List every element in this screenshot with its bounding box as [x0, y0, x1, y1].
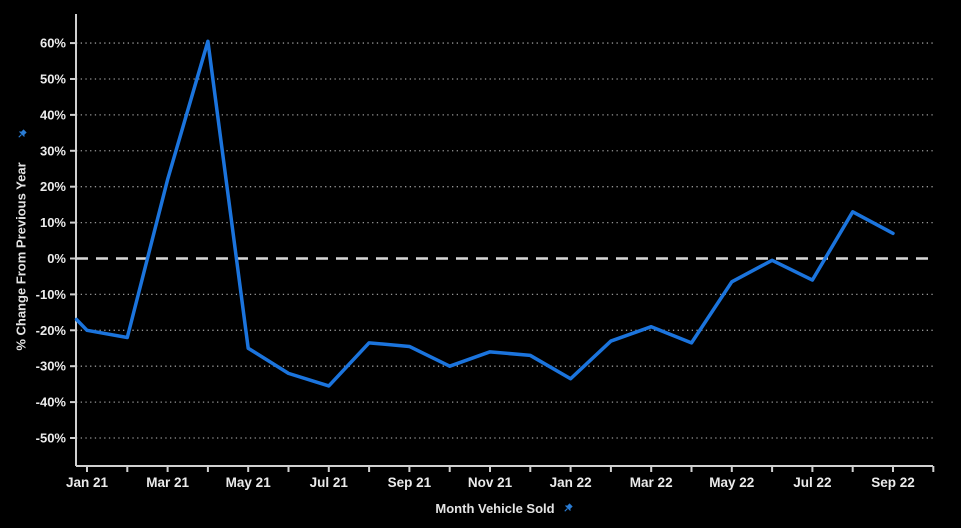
y-tick-label: -20% [36, 323, 67, 338]
x-tick-label: Jul 21 [310, 475, 349, 490]
y-tick-label: 20% [40, 179, 66, 194]
x-tick-label: Jan 21 [66, 475, 109, 490]
x-tick-label: Nov 21 [468, 475, 513, 490]
x-axis-title: Month Vehicle Sold [435, 500, 555, 516]
y-tick-label: -50% [36, 430, 67, 445]
x-tick-label: Mar 21 [146, 475, 189, 490]
y-tick-label: 30% [40, 143, 66, 158]
y-tick-label: -40% [36, 395, 67, 410]
y-tick-label: 50% [40, 71, 66, 86]
y-tick-label: 40% [40, 107, 66, 122]
x-axis-title-group: Month Vehicle Sold [76, 499, 933, 517]
y-tick-label: -30% [36, 359, 67, 374]
x-tick-label: Sep 21 [388, 475, 432, 490]
y-tick-label: 0% [47, 251, 66, 266]
pin-icon[interactable] [562, 502, 574, 514]
x-tick-label: Mar 22 [630, 475, 673, 490]
y-tick-label: -10% [36, 287, 67, 302]
x-tick-label: Jul 22 [793, 475, 831, 490]
y-axis-title: % Change From Previous Year [13, 162, 29, 351]
x-tick-label: Sep 22 [871, 475, 915, 490]
x-tick-label: May 22 [709, 475, 754, 490]
pin-icon[interactable] [16, 128, 28, 140]
y-tick-label: 10% [40, 215, 66, 230]
x-tick-label: Jan 22 [550, 475, 592, 490]
x-tick-label: May 21 [226, 475, 272, 490]
y-tick-label: 60% [40, 36, 66, 51]
series-line[interactable] [74, 39, 895, 388]
